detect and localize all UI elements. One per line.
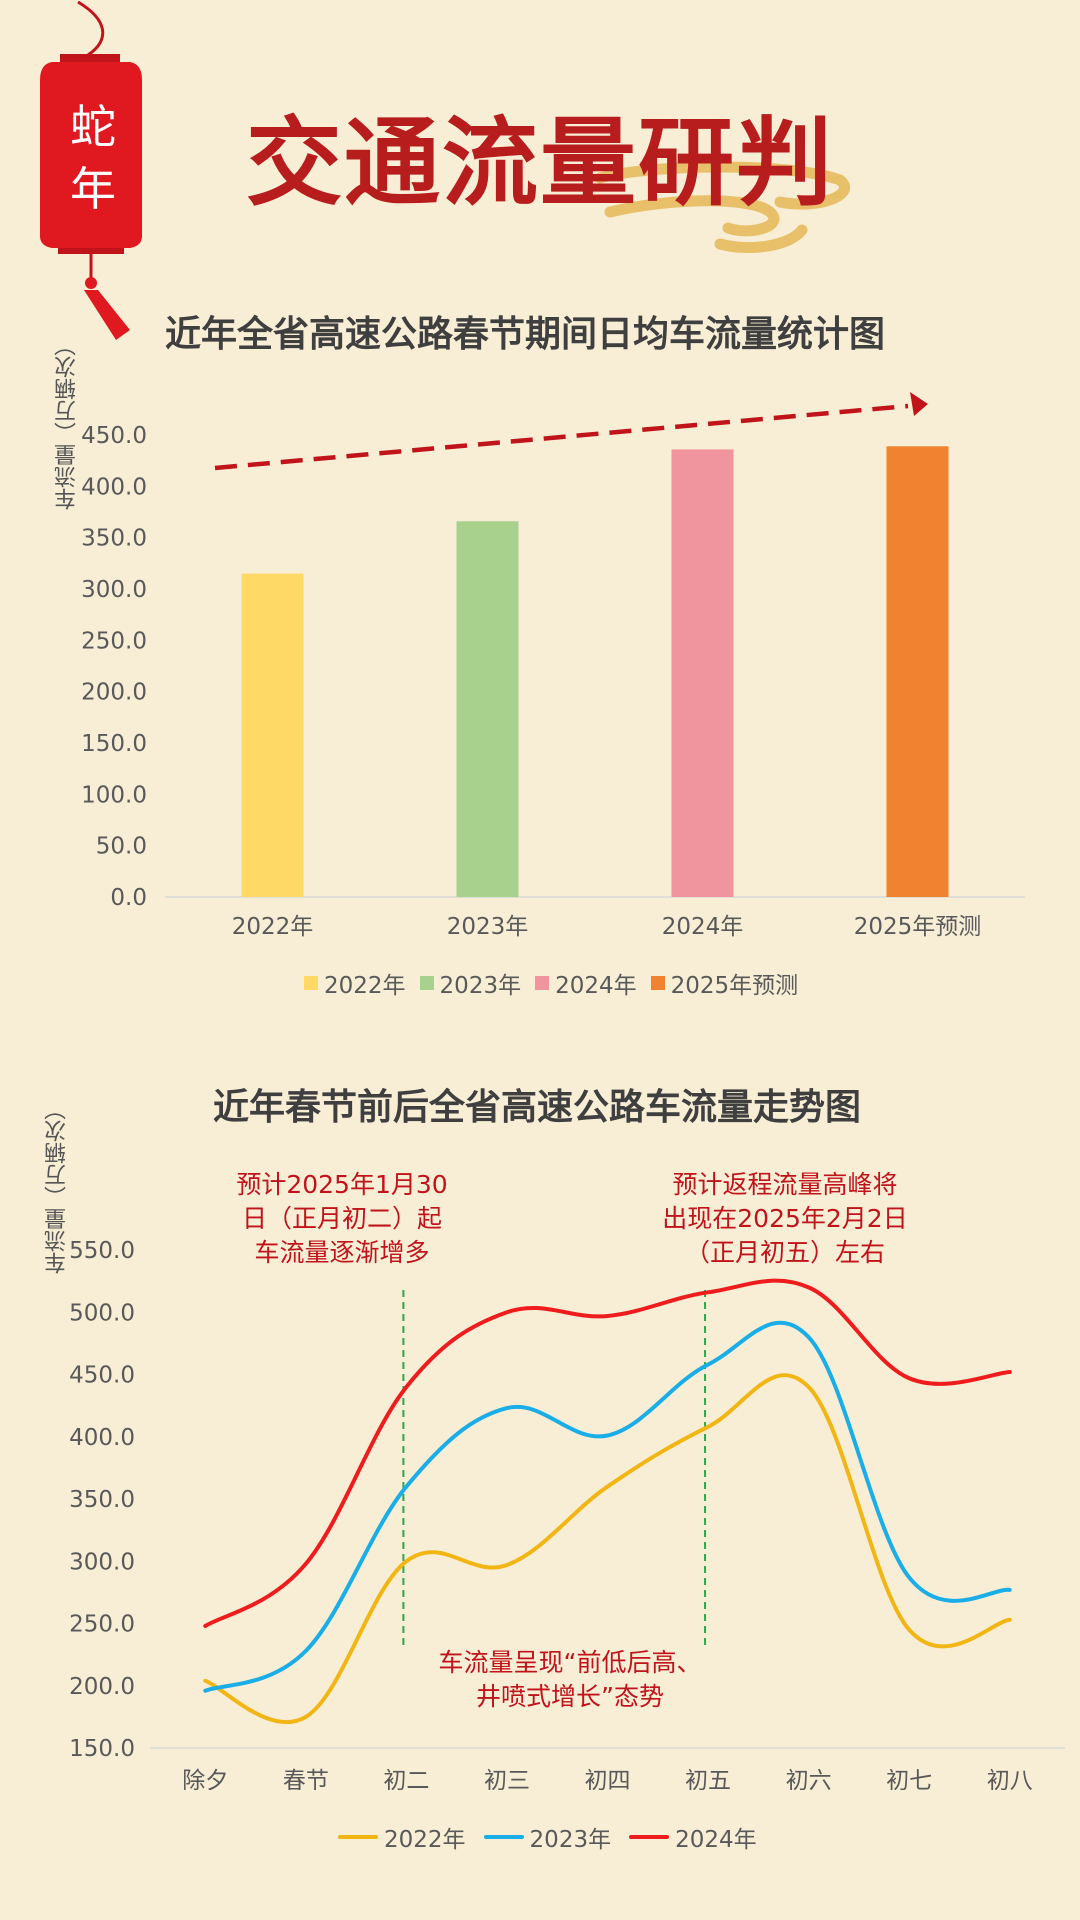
page-title: 交通流量研判 xyxy=(246,106,834,219)
y-tick-label: 0.0 xyxy=(110,885,147,911)
y-tick-label: 150.0 xyxy=(81,731,147,757)
legend-swatch xyxy=(419,976,434,990)
y-tick-label: 400.0 xyxy=(69,1425,135,1451)
legend-swatch xyxy=(483,1835,524,1839)
x-tick-label: 2024年 xyxy=(662,914,744,940)
legend-swatch xyxy=(629,1835,670,1839)
bar-chart-title: 近年全省高速公路春节期间日均车流量统计图 xyxy=(164,314,885,355)
y-tick-label: 400.0 xyxy=(81,474,147,500)
y-tick-label: 200.0 xyxy=(81,680,147,706)
y-tick-label: 100.0 xyxy=(81,782,147,808)
y-tick-label: 150.0 xyxy=(69,1736,135,1762)
y-tick-label: 250.0 xyxy=(69,1612,135,1638)
x-tick-label: 除夕 xyxy=(182,1768,228,1790)
legend-label: 2024年 xyxy=(675,1827,757,1853)
x-tick-label: 2025年预测 xyxy=(854,914,982,940)
x-tick-label: 2023年 xyxy=(447,914,529,940)
x-tick-label: 初二 xyxy=(383,1768,429,1790)
annotation-return-peak: 预计返程流量高峰将 出现在2025年2月2日 （正月初五）左右 xyxy=(662,1170,908,1267)
x-tick-label: 初八 xyxy=(987,1768,1033,1790)
series-line-2023年 xyxy=(203,1320,1012,1693)
x-tick-label: 初七 xyxy=(886,1768,932,1790)
x-tick-label: 春节 xyxy=(283,1768,329,1790)
annotation-trend: 车流量呈现“前低后高、 井喷式增长”态势 xyxy=(438,1648,702,1711)
line-chart-title: 近年春节前后全省高速公路车流量走势图 xyxy=(212,1087,861,1128)
legend-item-2024: 2024年 xyxy=(535,966,637,1000)
y-tick-label: 350.0 xyxy=(69,1487,135,1513)
y-tick-label: 200.0 xyxy=(69,1674,135,1700)
lantern-char-1: 蛇 xyxy=(70,100,116,154)
legend-label: 2025年预测 xyxy=(670,973,799,999)
legend-item-2023: 2023年 xyxy=(419,966,522,1000)
y-tick-label: 300.0 xyxy=(81,577,147,603)
legend-label: 2022年 xyxy=(324,973,406,999)
legend-item-2023: 2023年 xyxy=(483,1820,612,1854)
y-tick-label: 550.0 xyxy=(69,1238,135,1264)
legend-label: 2024年 xyxy=(555,973,637,999)
x-tick-label: 初六 xyxy=(786,1768,832,1790)
y-tick-label: 350.0 xyxy=(81,526,147,552)
x-tick-label: 初四 xyxy=(585,1768,631,1790)
y-tick-label: 450.0 xyxy=(81,423,147,449)
line-chart: 150.0 200.0 250.0 300.0 350.0 400.0 450.0 500.0… xyxy=(69,1238,1065,1790)
y-tick-label: 250.0 xyxy=(81,628,147,654)
legend-label: 2023年 xyxy=(529,1827,612,1853)
bar xyxy=(241,573,304,897)
x-tick-label: 2022年 xyxy=(232,914,314,940)
series-line-2022年 xyxy=(203,1373,1012,1725)
trend-arrow-head xyxy=(910,392,928,416)
y-tick-label: 50.0 xyxy=(96,834,147,860)
legend-swatch xyxy=(535,976,550,990)
legend-label: 2022年 xyxy=(384,1827,466,1853)
y-tick-label: 500.0 xyxy=(69,1300,135,1326)
x-tick-label: 初三 xyxy=(484,1768,530,1790)
trend-arrow-line xyxy=(214,403,909,471)
series-line-2024年 xyxy=(203,1278,1012,1628)
legend-item-2024: 2024年 xyxy=(629,1820,757,1854)
annotation-start-increase: 预计2025年1月30 日（正月初二）起 车流量逐渐增多 xyxy=(236,1170,448,1267)
bar xyxy=(671,449,734,897)
legend-label: 2023年 xyxy=(439,973,522,999)
cloud-decoration xyxy=(594,161,850,254)
bar xyxy=(456,521,519,897)
y-tick-label: 300.0 xyxy=(69,1549,135,1575)
bar xyxy=(886,446,949,897)
legend-swatch xyxy=(650,976,665,990)
bar-chart: 0.0 50.0 100.0 150.0 200.0 250.0 300.0 350.0 400… xyxy=(81,392,1025,940)
legend-swatch xyxy=(304,976,318,990)
lantern-decoration xyxy=(40,0,142,340)
lantern-char-2: 年 xyxy=(70,162,116,216)
y-tick-label: 450.0 xyxy=(69,1363,135,1389)
legend-item-2025-forecast: 2025年预测 xyxy=(650,966,799,1000)
legend-swatch xyxy=(338,1835,378,1839)
line-chart-legend: 2022年 2023年 2024年 xyxy=(338,1820,757,1854)
legend-item-2022: 2022年 xyxy=(338,1820,466,1854)
legend-item-2022: 2022年 xyxy=(304,966,406,1000)
bar-chart-legend: 2022年 2023年 2024年 2025年预测 xyxy=(304,966,798,1000)
x-tick-label: 初五 xyxy=(685,1768,731,1790)
